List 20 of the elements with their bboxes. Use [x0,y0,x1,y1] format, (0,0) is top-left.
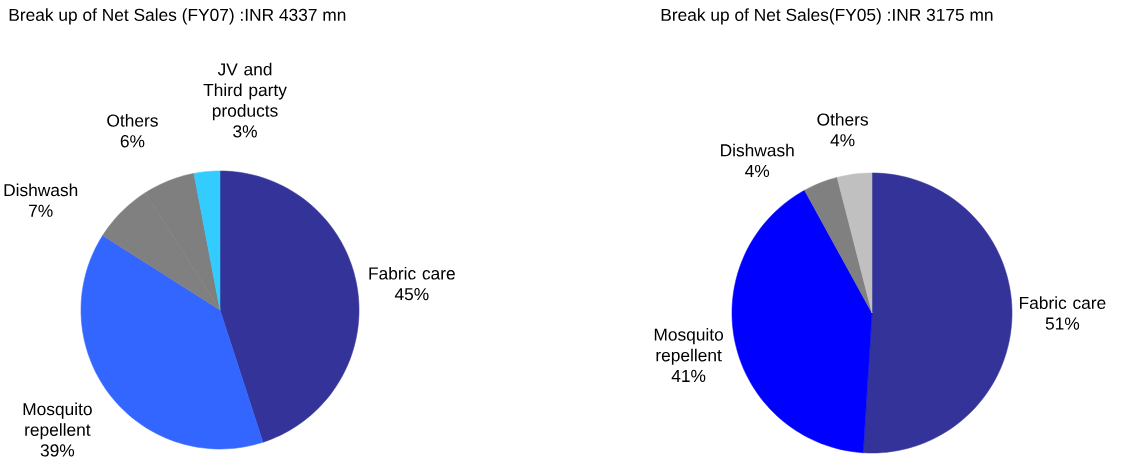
slice-label: Others [817,112,868,126]
slice-label: Mosquito repellent [23,402,92,440]
data-label: 4% [830,134,855,147]
slice-label: Fabric care [369,266,455,280]
chart-title: Break up of Net Sales(FY05) :INR 3175 mn [661,8,993,25]
data-label: 4% [745,164,770,178]
slice-label: Dishwash [4,183,78,197]
data-label: 41% [671,369,706,382]
data-label: 6% [120,135,145,148]
data-label: 7% [29,204,53,217]
chart-title: Break up of Net Sales (FY07) :INR 4337 mn [9,8,346,25]
data-label: 45% [394,288,429,301]
slice-label: Dishwash [721,143,794,157]
slice-label: Mosquito repellent [654,327,724,365]
data-label: 3% [233,125,257,138]
slice-label: JV and Third party products [203,62,287,121]
data-label: 39% [40,444,75,457]
slice-label: Fabric care [1019,296,1106,310]
slice-label: Others [107,113,158,127]
data-label: 51% [1045,317,1080,330]
